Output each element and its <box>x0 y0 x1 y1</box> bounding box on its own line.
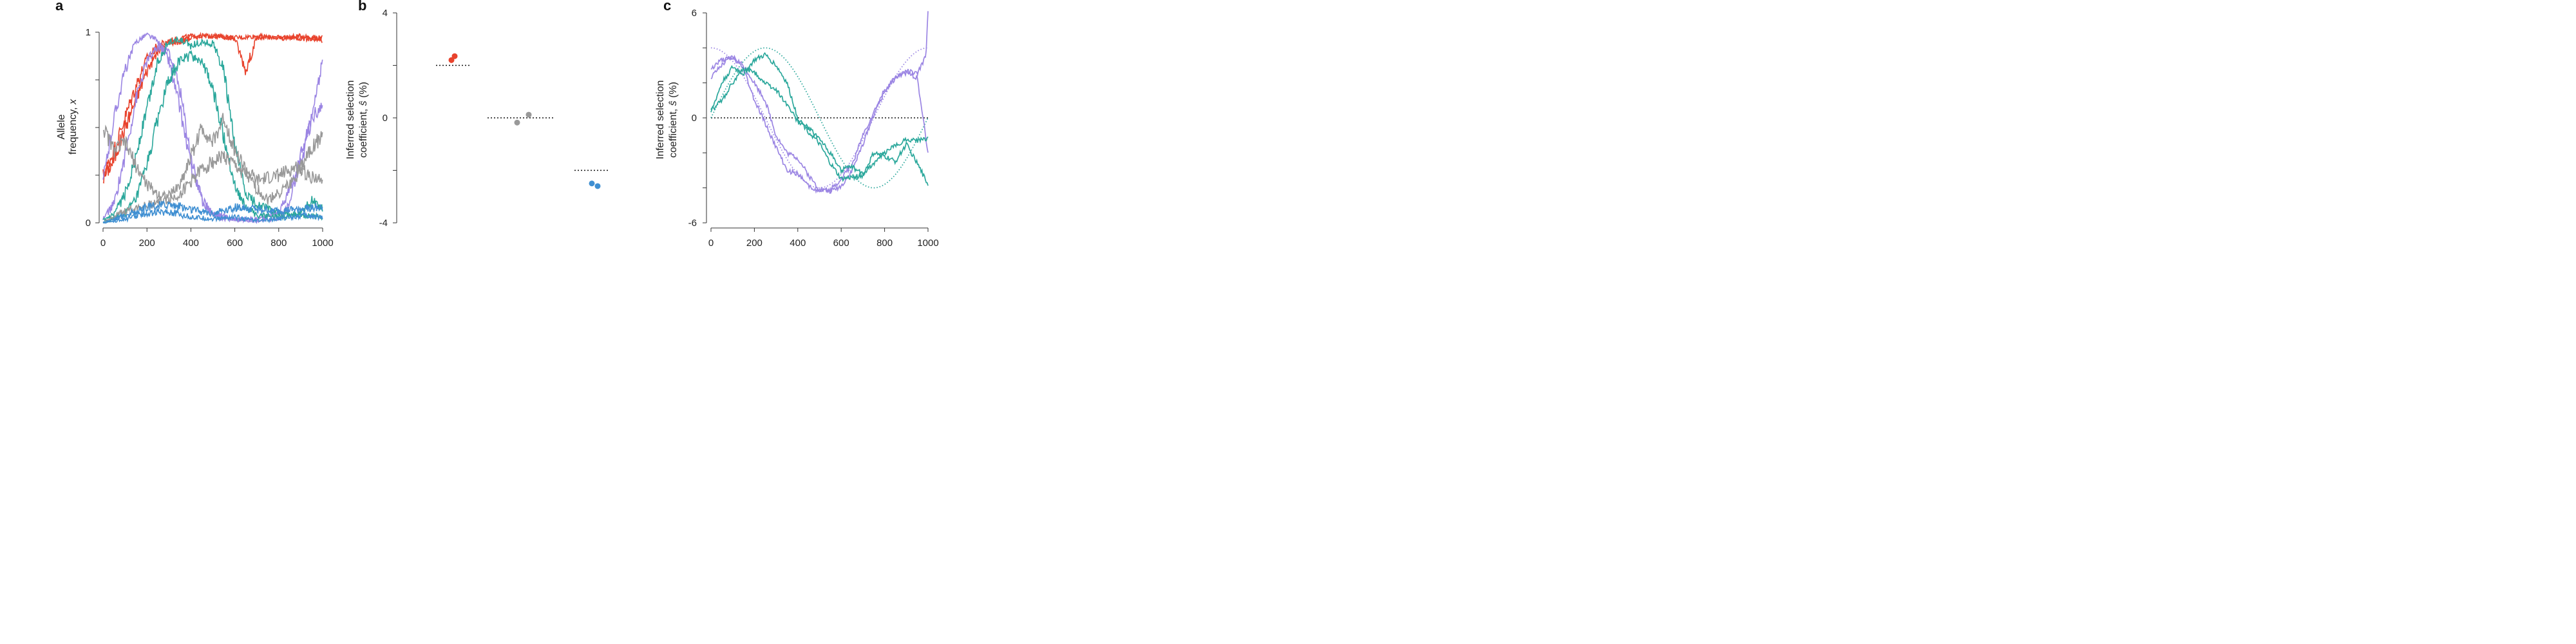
panel-a-ytick-label: 1 <box>86 27 91 38</box>
panel-a-series-6 <box>102 113 323 202</box>
panel-c-label: c <box>663 0 671 14</box>
panel-b-ylabel-line1: Inferred selection <box>345 80 356 160</box>
panel-c-xtick-label: 0 <box>708 238 714 249</box>
panel-a-label: a <box>55 0 64 14</box>
panel-b-ytick-label: 0 <box>383 113 388 124</box>
panel-c-ylabel-var: ŝ <box>668 100 679 106</box>
panel-a-xtick-label: 800 <box>270 238 287 249</box>
panel-b-marks <box>436 53 609 189</box>
panel-a-series-1 <box>102 32 323 176</box>
panel-b-ytick-label: 4 <box>383 8 388 19</box>
panel-c-true-curve-1 <box>710 47 929 189</box>
panel-b-point-1-0 <box>514 119 520 126</box>
panel-b-point-0-1 <box>451 53 458 59</box>
panel-c-ylabel-line2: coefficient, ŝ (%) <box>668 82 679 158</box>
panel-c-xtick-label: 800 <box>876 238 893 249</box>
panel-c-axes: 6 0 -6 0 200 400 600 800 1000 <box>688 8 939 249</box>
panel-c-ylabel-text: coefficient, <box>668 106 679 158</box>
panel-c-true-curves <box>710 47 929 189</box>
panel-a-series-8 <box>102 200 323 224</box>
panel-b-point-0-0 <box>448 57 455 63</box>
panel-c-xtick-label: 1000 <box>917 238 938 249</box>
panel-a-series-4 <box>102 35 323 222</box>
panel-a-series-3 <box>102 44 323 225</box>
panel-a-lines <box>102 32 323 225</box>
panel-c-ytick-label: -6 <box>688 218 697 229</box>
panel-b-point-2-0 <box>589 180 595 187</box>
panel-c-series-3 <box>710 66 929 176</box>
panel-a-ylabel-text: frequency, <box>68 104 79 155</box>
panel-a-ylabel-line2: frequency, x <box>68 99 79 155</box>
panel-a: a Allele frequency, x 0 200 400 600 800 10000… <box>55 0 334 249</box>
figure: a Allele frequency, x 0 200 400 600 800 10000… <box>55 0 939 249</box>
panel-c-series-0 <box>710 11 929 194</box>
panel-a-series-2 <box>102 32 323 223</box>
panel-c-ytick-label: 0 <box>692 113 697 124</box>
panel-b-ylabel-var: ŝ <box>358 100 369 106</box>
panel-a-axes: 0 200 400 600 800 1000 0 1 <box>86 27 334 249</box>
panel-c-ylabel-line1: Inferred selection <box>655 80 666 160</box>
panel-c-xtick-label: 200 <box>746 238 762 249</box>
panel-c-xtick-label: 400 <box>790 238 806 249</box>
panel-b-point-1-1 <box>526 111 532 118</box>
panel-a-ylabel-line1: Allele <box>56 114 67 139</box>
panel-b-ytick-label: -4 <box>379 218 388 229</box>
panel-b-ylabel-text: coefficient, <box>358 106 369 158</box>
panel-b-ylabel-unit: (%) <box>358 82 369 100</box>
panel-a-xtick-label: 600 <box>227 238 243 249</box>
panel-a-ytick-label: 0 <box>86 218 91 229</box>
panel-c-ytick-label: 6 <box>692 8 697 19</box>
panel-b-ylabel-line2: coefficient, ŝ (%) <box>358 82 369 158</box>
panel-b: b Inferred selection coefficient, ŝ (%) … <box>345 0 609 229</box>
panel-a-xtick-label: 400 <box>183 238 199 249</box>
panel-a-xtick-label: 1000 <box>312 238 333 249</box>
panel-b-label: b <box>358 0 366 14</box>
panel-a-ylabel-var: x <box>68 99 79 105</box>
panel-a-xtick-label: 200 <box>139 238 155 249</box>
panel-c-ylabel-unit: (%) <box>668 82 679 100</box>
panel-c-xtick-label: 600 <box>833 238 849 249</box>
panel-c-series-1 <box>710 55 929 194</box>
panel-a-xtick-label: 0 <box>100 238 106 249</box>
panel-b-point-2-1 <box>594 183 601 189</box>
panel-c-true-curve-0 <box>710 47 929 189</box>
panel-a-series-9 <box>103 207 323 223</box>
panel-c-series-2 <box>710 52 929 186</box>
panel-c-lines <box>710 11 929 194</box>
panel-b-axes: 4 0 -4 <box>379 8 397 229</box>
panel-c: c Inferred selection coefficient, ŝ (%) … <box>655 0 939 249</box>
